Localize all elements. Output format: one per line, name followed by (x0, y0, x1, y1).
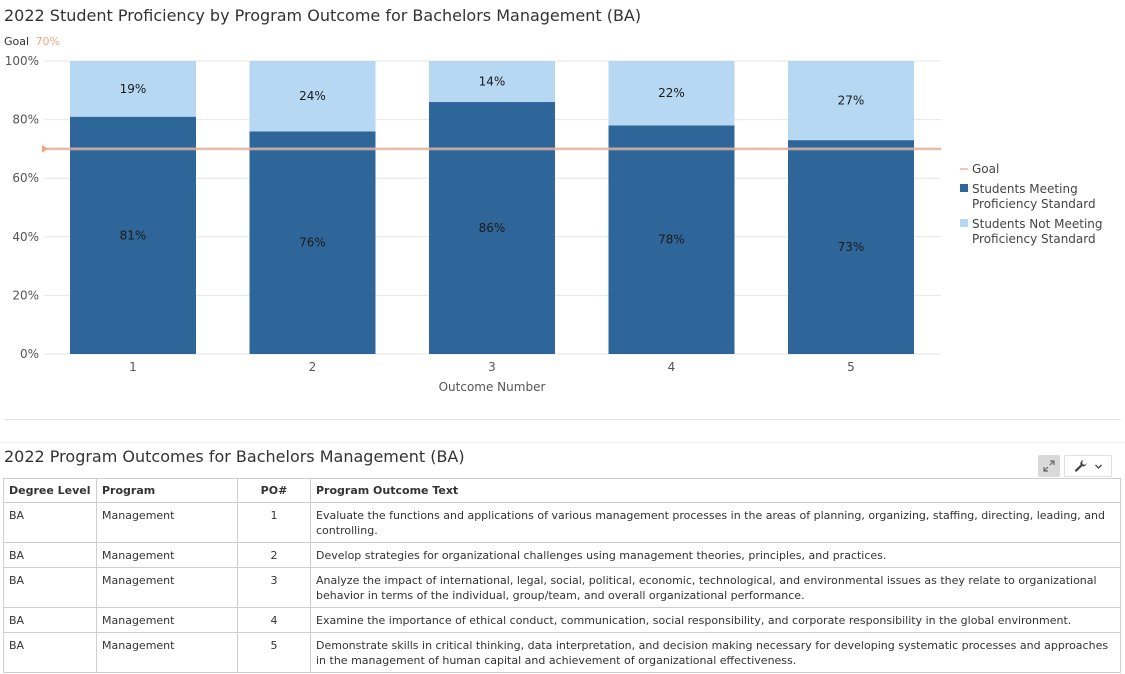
chevron-down-icon (1094, 464, 1102, 469)
cell-po-number: 5 (237, 632, 311, 673)
section-divider (4, 419, 1121, 420)
y-tick-label: 60% (12, 171, 39, 185)
header-program[interactable]: Program (96, 478, 238, 503)
cell-program: Management (96, 567, 238, 608)
chart-panel: 2022 Student Proficiency by Program Outc… (4, 6, 1103, 394)
bar-not-meeting (70, 61, 196, 117)
cell-outcome-text: Evaluate the functions and applications … (310, 502, 1121, 543)
expand-icon (1043, 460, 1055, 472)
cell-outcome-text: Demonstrate skills in critical thinking,… (310, 632, 1121, 673)
cell-degree-level: BA (3, 567, 97, 608)
cell-degree-level: BA (3, 542, 97, 568)
legend-label: Students Meeting (972, 182, 1078, 196)
data-label-meeting: 78% (658, 233, 685, 247)
legend-swatch-not-meeting (960, 219, 968, 227)
table-row: BA Management 2 Develop strategies for o… (3, 542, 1121, 568)
data-label-meeting: 86% (479, 221, 506, 235)
x-tick-label: 2 (309, 360, 317, 374)
cell-degree-level: BA (3, 607, 97, 633)
y-tick-label: 100% (5, 54, 39, 68)
wrench-icon (1074, 460, 1086, 472)
table-row: BA Management 5 Demonstrate skills in cr… (3, 632, 1121, 673)
header-program-outcome-text[interactable]: Program Outcome Text (310, 478, 1121, 503)
bar-meeting (608, 125, 735, 355)
y-tick-label: 20% (12, 288, 39, 302)
table-row: BA Management 4 Examine the importance o… (3, 607, 1121, 633)
cell-po-number: 1 (237, 502, 311, 543)
goal-caption: Goal 70% (4, 35, 60, 48)
expand-button[interactable] (1038, 455, 1060, 477)
legend-swatch-meeting (960, 184, 968, 192)
bar-meeting (429, 102, 555, 355)
table-title: 2022 Program Outcomes for Bachelors Mana… (4, 447, 465, 466)
header-degree-level[interactable]: Degree Level (3, 478, 97, 503)
data-label-meeting: 76% (299, 236, 326, 250)
x-tick-label: 3 (488, 360, 496, 374)
legend-label: Students Not Meeting (972, 217, 1103, 231)
tools-menu-button[interactable] (1064, 455, 1112, 477)
x-tick-label: 4 (668, 360, 676, 374)
cell-outcome-text: Examine the importance of ethical conduc… (310, 607, 1121, 633)
proficiency-chart: 0% 20% 40% 60% 80% 100% 81% 19% 1 76% 24% 2 86% 14% 3 7… (5, 54, 1103, 394)
program-outcomes-table: Degree Level Program PO# Program Outcome… (3, 478, 1121, 673)
legend-label: Proficiency Standard (972, 197, 1096, 211)
y-tick-label: 40% (12, 230, 39, 244)
bar-meeting (249, 131, 376, 354)
y-tick-label: 0% (20, 347, 39, 361)
table-row: BA Management 3 Analyze the impact of in… (3, 567, 1121, 608)
table-header-row: Degree Level Program PO# Program Outcome… (3, 478, 1121, 503)
cell-program: Management (96, 632, 238, 673)
data-label-not-meeting: 24% (299, 89, 326, 103)
bar-meeting (788, 140, 914, 354)
y-tick-label: 80% (12, 113, 39, 127)
goal-caption-label: Goal (4, 35, 30, 48)
cell-degree-level: BA (3, 502, 97, 543)
x-tick-label: 5 (847, 360, 855, 374)
data-label-not-meeting: 22% (658, 86, 685, 100)
cell-degree-level: BA (3, 632, 97, 673)
data-label-not-meeting: 14% (479, 75, 506, 89)
cell-program: Management (96, 502, 238, 543)
data-label-meeting: 81% (120, 228, 147, 242)
bar-not-meeting (429, 61, 555, 103)
bar-not-meeting (788, 61, 914, 141)
section-divider (0, 442, 1125, 443)
cell-program: Management (96, 607, 238, 633)
header-po-number[interactable]: PO# (237, 478, 311, 503)
bar-meeting (70, 116, 196, 354)
data-label-not-meeting: 19% (120, 82, 147, 96)
legend-label: Goal (972, 162, 999, 176)
cell-outcome-text: Analyze the impact of international, leg… (310, 567, 1121, 608)
x-tick-label: 1 (129, 360, 137, 374)
cell-po-number: 2 (237, 542, 311, 568)
data-label-not-meeting: 27% (838, 94, 865, 108)
chart-title: 2022 Student Proficiency by Program Outc… (4, 6, 642, 25)
goal-marker (42, 144, 48, 153)
legend-label: Proficiency Standard (972, 232, 1096, 246)
bar-not-meeting (249, 61, 376, 132)
x-axis-title: Outcome Number (439, 380, 546, 394)
cell-program: Management (96, 542, 238, 568)
bar-not-meeting (608, 61, 735, 126)
data-label-meeting: 73% (838, 240, 865, 254)
cell-po-number: 3 (237, 567, 311, 608)
cell-po-number: 4 (237, 607, 311, 633)
cell-outcome-text: Develop strategies for organizational ch… (310, 542, 1121, 568)
table-row: BA Management 1 Evaluate the functions a… (3, 502, 1121, 543)
goal-caption-value: 70% (35, 35, 61, 48)
